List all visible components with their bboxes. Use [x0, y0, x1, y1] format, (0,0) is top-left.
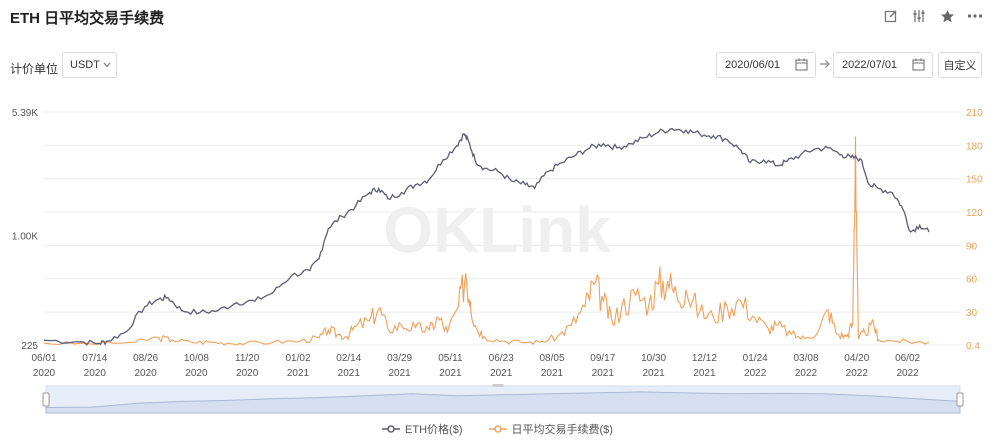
- watermark: OKLink: [383, 194, 611, 266]
- x-tick-year: 2021: [388, 368, 411, 379]
- right-tick-label: 180: [966, 141, 983, 152]
- arrow-right-icon: [819, 58, 831, 72]
- x-tick-year: 2021: [287, 368, 310, 379]
- x-tick-year: 2020: [84, 368, 107, 379]
- unit-label: 计价单位: [10, 62, 59, 76]
- x-tick-year: 2021: [693, 368, 716, 379]
- navigator-profile: [45, 391, 961, 414]
- left-tick-label: 1.00K: [12, 232, 38, 243]
- navigator-range[interactable]: [45, 385, 961, 414]
- x-tick-date: 01/02: [285, 353, 310, 364]
- navigator-handle-left[interactable]: [42, 392, 50, 407]
- star-icon[interactable]: [939, 8, 955, 24]
- series-line-eth-price[interactable]: [43, 127, 930, 346]
- right-tick-label: 90: [966, 241, 978, 252]
- chevron-down-icon: [103, 60, 111, 70]
- x-tick-year: 2020: [33, 368, 56, 379]
- legend-label-avg-fee: 日平均交易手续费($): [511, 424, 613, 436]
- toolbar: [883, 8, 983, 24]
- x-tick-date: 06/02: [895, 353, 920, 364]
- legend: ETH价格($) 日平均交易手续费($): [0, 421, 995, 437]
- x-tick-date: 03/29: [387, 353, 412, 364]
- series-line-avg-fee[interactable]: [43, 136, 930, 346]
- end-date-value: 2022/07/01: [842, 59, 898, 71]
- x-tick-date: 09/17: [590, 353, 615, 364]
- x-tick-date: 08/26: [133, 353, 158, 364]
- x-tick-date: 10/08: [184, 353, 209, 364]
- legend-label-eth-price: ETH价格($): [405, 424, 463, 436]
- page-title: ETH 日平均交易手续费: [10, 10, 165, 27]
- end-date-input[interactable]: 2022/07/01: [833, 52, 933, 78]
- unit-select-value: USDT: [70, 59, 100, 71]
- more-icon[interactable]: [967, 8, 983, 24]
- x-tick-date: 12/12: [692, 353, 717, 364]
- legend-item-avg-fee[interactable]: 日平均交易手续费($): [488, 421, 613, 437]
- x-tick-date: 02/14: [336, 353, 361, 364]
- x-tick-year: 2022: [896, 368, 919, 379]
- navigator-handle-right[interactable]: [956, 392, 964, 407]
- edit-icon[interactable]: [883, 8, 899, 24]
- x-tick-year: 2021: [338, 368, 361, 379]
- left-tick-label: 5.39K: [12, 108, 38, 119]
- x-tick-date: 07/14: [82, 353, 107, 364]
- right-tick-label: 150: [966, 175, 983, 186]
- x-tick-year: 2020: [134, 368, 157, 379]
- x-tick-year: 2021: [592, 368, 615, 379]
- x-tick-date: 10/30: [641, 353, 666, 364]
- x-tick-date: 04/20: [844, 353, 869, 364]
- x-tick-date: 06/01: [31, 353, 56, 364]
- x-tick-year: 2021: [439, 368, 462, 379]
- unit-select[interactable]: USDT: [62, 52, 117, 78]
- right-tick-label: 120: [966, 208, 983, 219]
- x-tick-year: 2022: [744, 368, 767, 379]
- custom-range-button[interactable]: 自定义: [938, 52, 982, 78]
- right-tick-label: 210: [966, 108, 983, 119]
- x-tick-year: 2021: [642, 368, 665, 379]
- right-tick-label: 30: [966, 308, 978, 319]
- x-tick-date: 05/11: [438, 353, 463, 364]
- x-tick-year: 2020: [185, 368, 208, 379]
- start-date-input[interactable]: 2020/06/01: [716, 52, 816, 78]
- x-tick-year: 2021: [541, 368, 564, 379]
- x-tick-date: 08/05: [539, 353, 564, 364]
- x-tick-year: 2022: [846, 368, 869, 379]
- calendar-icon: [795, 58, 808, 74]
- x-tick-year: 2020: [236, 368, 259, 379]
- x-tick-date: 01/24: [743, 353, 768, 364]
- x-tick-date: 11/20: [235, 353, 260, 364]
- x-tick-date: 06/23: [489, 353, 514, 364]
- right-tick-label: 0.4: [966, 341, 980, 352]
- x-tick-year: 2022: [795, 368, 818, 379]
- left-tick-label: 225: [21, 341, 38, 352]
- settings-icon[interactable]: [911, 8, 927, 24]
- x-tick-year: 2021: [490, 368, 513, 379]
- right-tick-label: 60: [966, 275, 978, 286]
- navigator-grip[interactable]: [492, 384, 504, 387]
- x-tick-date: 03/08: [793, 353, 818, 364]
- legend-item-eth-price[interactable]: ETH价格($): [382, 421, 463, 437]
- start-date-value: 2020/06/01: [725, 59, 781, 71]
- calendar-icon: [912, 58, 925, 74]
